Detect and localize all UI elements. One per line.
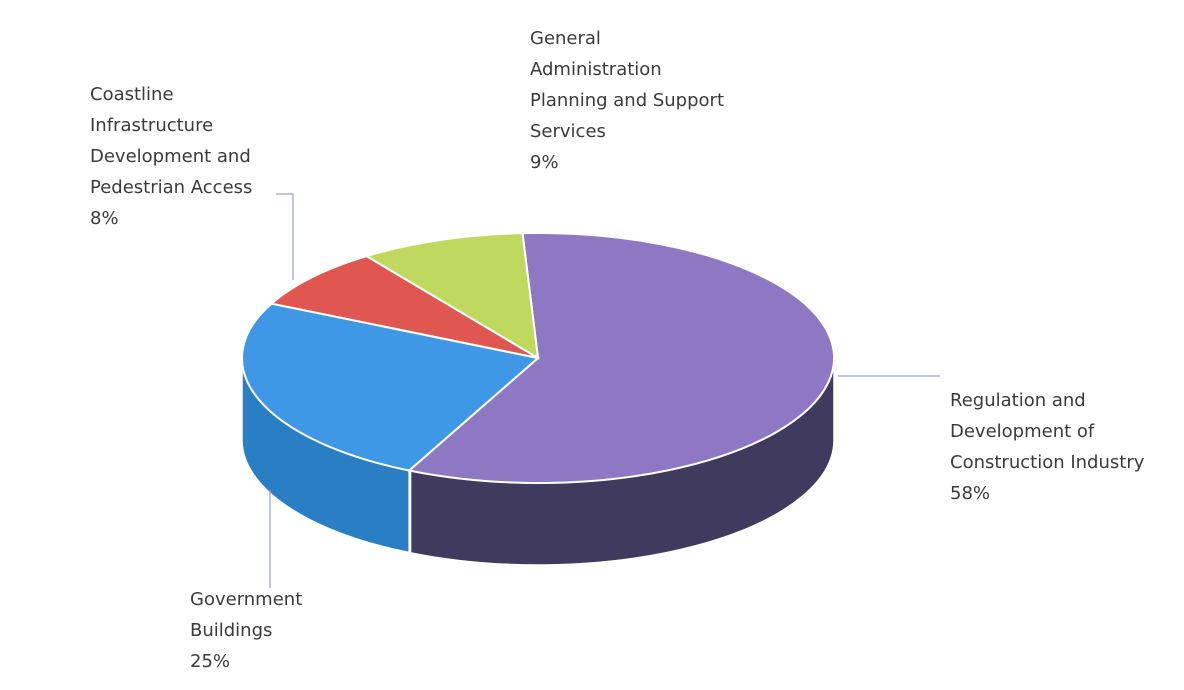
leader-lines <box>269 193 940 588</box>
pie-slice-0 <box>406 232 835 484</box>
slice-name-label: Services <box>530 121 606 142</box>
slice-label-3: General Administration Planning and Suppor… <box>530 28 724 173</box>
slice-name-label: Development of <box>950 421 1095 442</box>
leader-line-2 <box>276 193 294 280</box>
slice-name-label: Government <box>190 589 302 610</box>
slice-name-label: Construction Industry <box>950 452 1145 473</box>
slice-label-1: Government Buildings 25% <box>190 589 302 672</box>
pie-slice-1 <box>241 302 541 472</box>
slice-name-label: Infrastructure <box>90 115 213 136</box>
slice-percent-label: 25% <box>190 651 230 672</box>
slice-name-label: Planning and Support <box>530 90 724 111</box>
pie-slices <box>241 232 835 484</box>
slice-name-label: Buildings <box>190 620 272 641</box>
slice-name-label: Administration <box>530 59 662 80</box>
slice-name-label: Development and <box>90 146 251 167</box>
slice-percent-label: 58% <box>950 483 990 504</box>
pie-slice-2 <box>269 255 539 359</box>
pie-slice-3 <box>364 232 540 360</box>
slice-name-label: Pedestrian Access <box>90 177 252 198</box>
slice-name-label: Regulation and <box>950 390 1086 411</box>
slice-name-label: General <box>530 28 601 49</box>
slice-label-0: Regulation and Development of Construction… <box>950 390 1145 504</box>
slice-percent-label: 8% <box>90 208 119 229</box>
slice-percent-label: 9% <box>530 152 559 173</box>
slice-labels: Regulation and Development of Construction… <box>90 28 1145 672</box>
slice-name-label: Coastline <box>90 84 174 105</box>
slice-label-2: Coastline Infrastructure Development and Pe… <box>90 84 252 229</box>
